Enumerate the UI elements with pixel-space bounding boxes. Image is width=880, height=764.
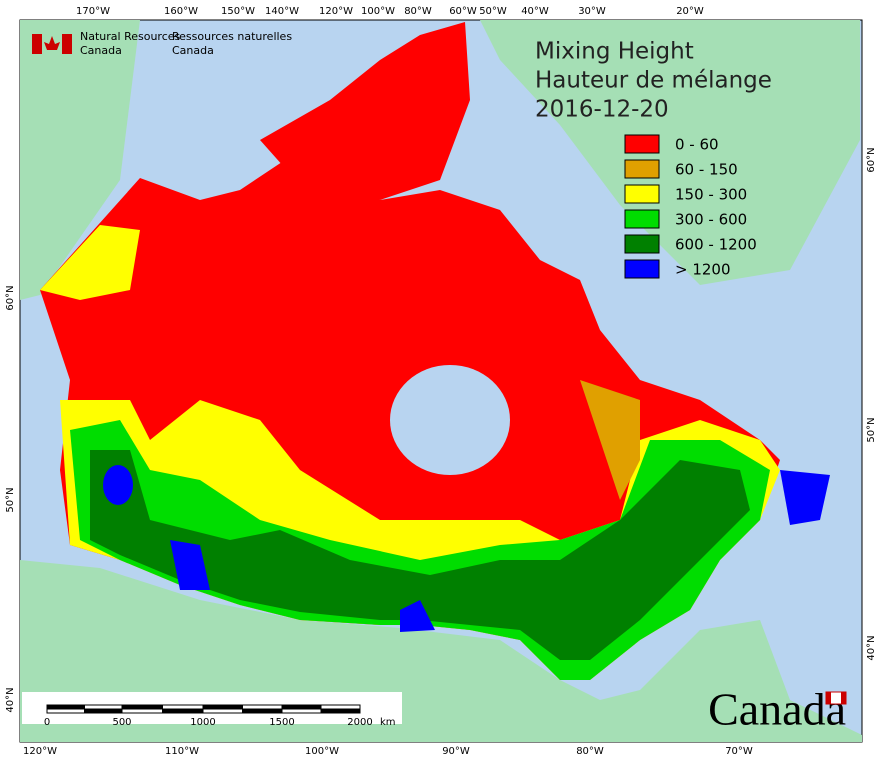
legend-swatch xyxy=(624,184,660,204)
right-label: 60°N xyxy=(866,147,877,172)
legend-swatch xyxy=(624,234,660,254)
legend-label: 600 - 1200 xyxy=(675,236,757,254)
title-line: Hauteur de mélange xyxy=(535,68,772,94)
legend-swatch xyxy=(624,134,660,154)
bottom-label: 90°W xyxy=(442,746,470,757)
scale-label: 2000 xyxy=(347,717,372,728)
title: Mixing Height Hauteur de mélange 2016-12… xyxy=(535,39,772,123)
scale-seg xyxy=(162,708,204,714)
scale-label: 1000 xyxy=(190,717,215,728)
scale-seg xyxy=(242,708,283,714)
top-label: 40°W xyxy=(521,6,549,17)
legend-label: 300 - 600 xyxy=(675,211,747,229)
wordmark: Canada xyxy=(708,684,846,735)
mixing-height-field xyxy=(40,22,830,680)
bottom-label: 70°W xyxy=(725,746,753,757)
left-label: 40°N xyxy=(5,687,16,712)
scale-seg xyxy=(202,708,243,714)
scale-seg xyxy=(281,708,322,714)
top-label: 50°W xyxy=(479,6,507,17)
left-label: 50°N xyxy=(5,487,16,512)
title-line: Mixing Height xyxy=(535,39,694,65)
agency-en: Natural Resources xyxy=(80,30,181,43)
scale-seg xyxy=(320,704,361,710)
top-label: 20°W xyxy=(676,6,704,17)
bottom-label: 120°W xyxy=(23,746,57,757)
top-label: 170°W xyxy=(76,6,110,17)
agency-fr: Canada xyxy=(172,44,214,57)
right-label: 40°N xyxy=(866,635,877,660)
scale-bar: 0 500 1000 1500 2000 km xyxy=(22,692,402,728)
left-label: 60°N xyxy=(5,285,16,310)
legend-label: > 1200 xyxy=(675,261,731,279)
scale-seg xyxy=(121,708,163,714)
scale-label: 0 xyxy=(44,717,50,728)
legend-swatch xyxy=(624,209,660,229)
scale-seg xyxy=(46,708,85,714)
bottom-label: 110°W xyxy=(165,746,199,757)
top-label: 30°W xyxy=(578,6,606,17)
agency-signature: Natural Resources Canada Ressources natu… xyxy=(32,30,292,57)
top-label: 80°W xyxy=(404,6,432,17)
scale-seg xyxy=(281,704,322,710)
scale-unit: km xyxy=(380,717,396,728)
scale-seg xyxy=(121,704,163,710)
wordmark-flag xyxy=(825,691,847,705)
agency-en: Canada xyxy=(80,44,122,57)
bottom-label: 80°W xyxy=(576,746,604,757)
top-label: 100°W xyxy=(361,6,395,17)
scale-seg xyxy=(46,704,85,710)
graticule-labels: 170°W 160°W 150°W 140°W 120°W 100°W 80°W 60°W 50… xyxy=(5,6,877,757)
scale-seg xyxy=(84,708,123,714)
bottom-label: 100°W xyxy=(305,746,339,757)
top-label: 60°W xyxy=(449,6,477,17)
legend-label: 0 - 60 xyxy=(675,136,719,154)
top-label: 160°W xyxy=(164,6,198,17)
legend-label: 60 - 150 xyxy=(675,161,738,179)
scale-seg xyxy=(242,704,283,710)
scale-seg xyxy=(202,704,243,710)
scale-seg xyxy=(162,704,204,710)
top-label: 140°W xyxy=(265,6,299,17)
scale-seg xyxy=(320,708,361,714)
title-line: 2016-12-20 xyxy=(535,97,669,123)
scale-label: 1500 xyxy=(269,717,294,728)
scale-label: 500 xyxy=(112,717,131,728)
legend-swatch xyxy=(624,259,660,279)
legend: 0 - 60 60 - 150 150 - 300 300 - 600 600 - 12… xyxy=(624,134,757,279)
right-label: 50°N xyxy=(866,417,877,442)
top-label: 150°W xyxy=(221,6,255,17)
agency-fr: Ressources naturelles xyxy=(172,30,292,43)
top-label: 120°W xyxy=(319,6,353,17)
legend-swatch xyxy=(624,159,660,179)
scale-seg xyxy=(84,704,123,710)
legend-label: 150 - 300 xyxy=(675,186,747,204)
